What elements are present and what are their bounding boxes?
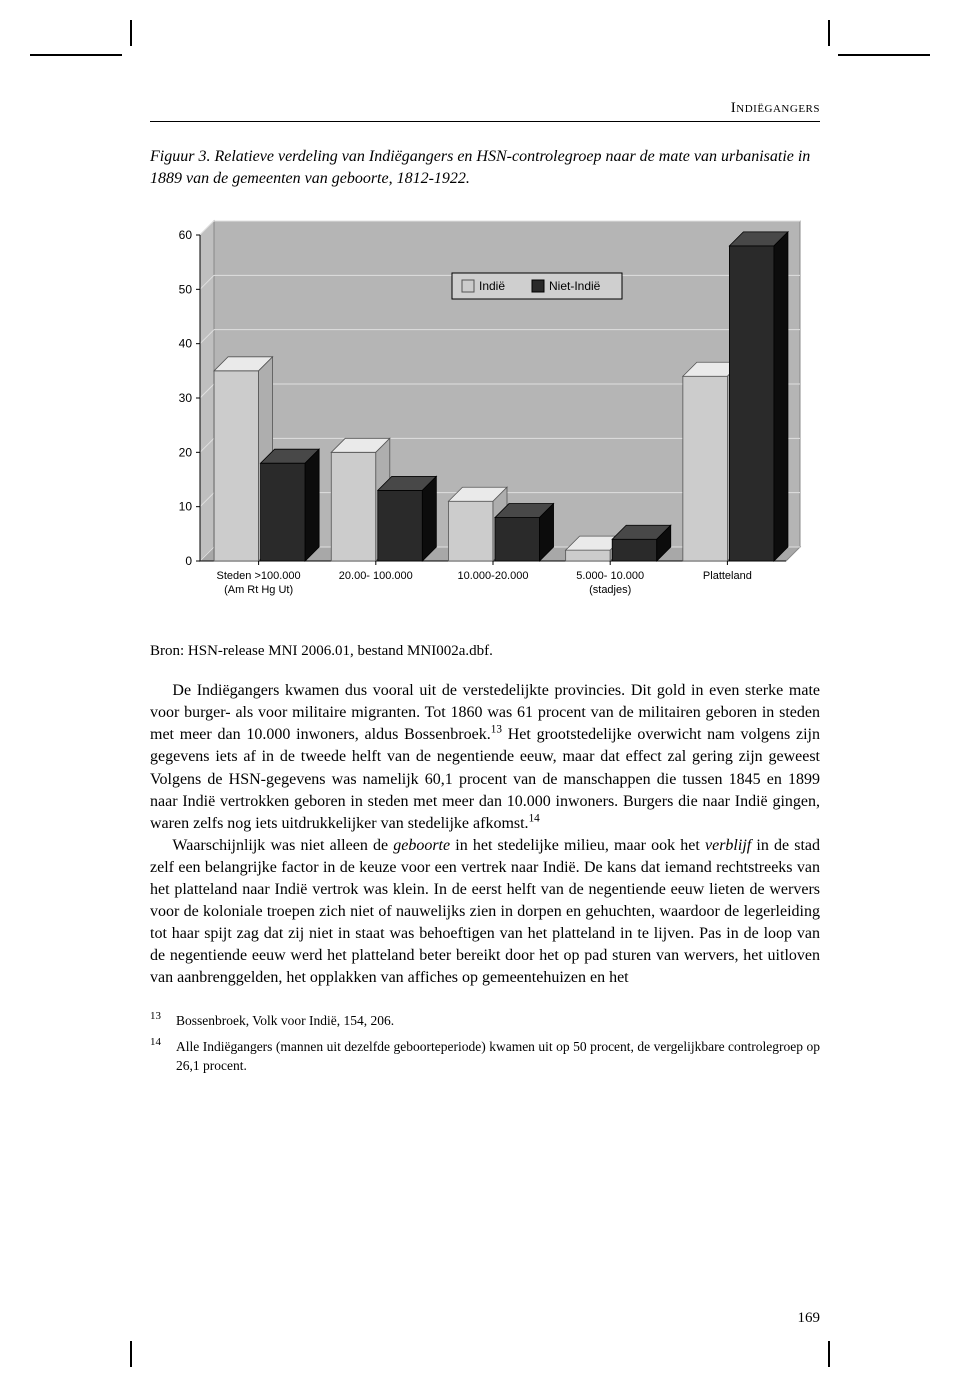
figure-caption: Figuur 3. Relatieve verdeling van Indiëg…: [150, 146, 820, 189]
svg-text:20: 20: [179, 446, 193, 460]
svg-text:40: 40: [179, 337, 193, 351]
footnote-marker: 14: [150, 1035, 176, 1074]
svg-text:Indië: Indië: [479, 279, 505, 293]
svg-text:10.000-20.000: 10.000-20.000: [458, 570, 529, 582]
running-head: Indiëgangers: [150, 100, 820, 122]
svg-text:(Am Rt Hg Ut): (Am Rt Hg Ut): [224, 584, 293, 596]
svg-text:0: 0: [185, 554, 192, 568]
fn13-b: , 154, 206.: [337, 1013, 394, 1028]
chart-source: Bron: HSN-release MNI 2006.01, bestand M…: [150, 643, 820, 660]
page: Indiëgangers Figuur 3. Relatieve verdeli…: [0, 0, 960, 1387]
svg-text:Platteland: Platteland: [703, 570, 752, 582]
svg-text:20.00- 100.000: 20.00- 100.000: [339, 570, 413, 582]
svg-text:30: 30: [179, 391, 193, 405]
footnote-13: 13 Bossenbroek, Volk voor Indië, 154, 20…: [150, 1011, 820, 1031]
crop-mark-left: [30, 54, 122, 56]
footnote-ref-14: 14: [529, 812, 540, 824]
fn13-italic: Volk voor Indië: [252, 1013, 337, 1028]
svg-text:(stadjes): (stadjes): [589, 584, 631, 596]
para-2a: Waarschijnlijk was niet alleen de: [172, 837, 393, 854]
para-2c: in de stad zelf een belangrijke factor i…: [150, 837, 820, 986]
svg-text:60: 60: [179, 228, 193, 242]
svg-text:50: 50: [179, 283, 193, 297]
svg-text:Steden >100.000: Steden >100.000: [217, 570, 301, 582]
svg-text:Niet-Indië: Niet-Indië: [549, 279, 601, 293]
footnote-ref-13: 13: [491, 724, 502, 736]
fn13-a: Bossenbroek,: [176, 1013, 252, 1028]
footnote-14: 14 Alle Indiëgangers (mannen uit dezelfd…: [150, 1037, 820, 1076]
para-2-italic-2: verblijf: [705, 837, 751, 854]
para-2-italic-1: geboorte: [393, 837, 450, 854]
crop-mark-right: [838, 54, 930, 56]
svg-text:10: 10: [179, 500, 193, 514]
chart: 0 10 20 30 40 50 60 Steden >100.000 (Am Rt Hg Ut…: [150, 211, 820, 611]
footnote-marker: 13: [150, 1009, 176, 1029]
para-2b: in het stedelijke milieu, maar ook het: [450, 837, 705, 854]
fn14-text: Alle Indiëgangers (mannen uit dezelfde g…: [176, 1037, 820, 1076]
svg-text:5.000- 10.000: 5.000- 10.000: [576, 570, 644, 582]
footnotes: 13 Bossenbroek, Volk voor Indië, 154, 20…: [150, 1011, 820, 1076]
page-number: 169: [798, 1310, 821, 1327]
bar-chart-svg: 0 10 20 30 40 50 60 Steden >100.000 (Am Rt Hg Ut…: [150, 211, 820, 611]
body-text: De Indiëgangers kwamen dus vooral uit de…: [150, 680, 820, 989]
